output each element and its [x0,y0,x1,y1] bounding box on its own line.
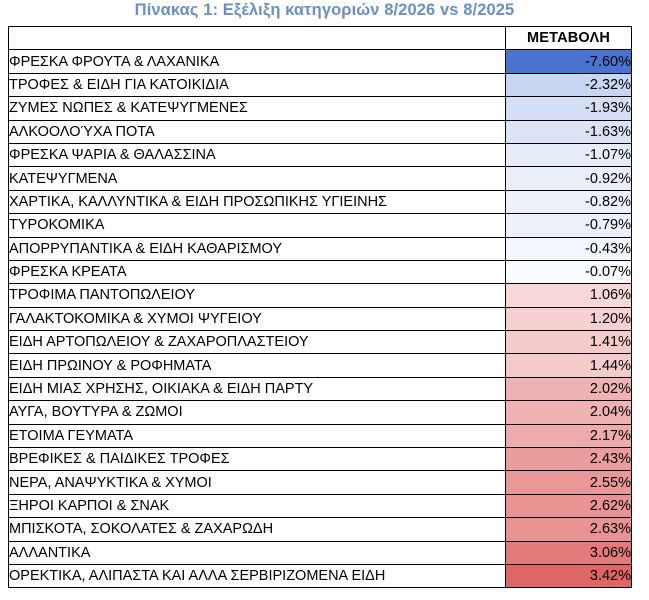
change-value-cell: 2.55% [505,470,632,495]
change-value-cell: 2.43% [505,447,632,472]
category-name-cell: ΑΛΚΟΟΛΟΎΧΑ ΠΟΤΑ [8,119,506,144]
change-value-cell: 2.04% [505,400,632,425]
table-row: ΤΡΟΦΙΜΑ ΠΑΝΤΟΠΩΛΕΙΟΥ 1.06% [8,283,632,308]
table-row: ΚΑΤΕΨΥΓΜΕΝΑ -0.92% [8,166,632,191]
table-row: ΕΙΔΗ ΜΙΑΣ ΧΡΗΣΗΣ, ΟΙΚΙΑΚΑ & ΕΙΔΗ ΠΑΡΤΥ 2.… [8,376,632,402]
table-row: ΕΤΟΙΜΑ ΓΕΥΜΑΤΑ 2.17% [8,423,632,449]
table-row: ΓΑΛΑΚΤΟΚΟΜΙΚΑ & ΧΥΜΟΙ ΨΥΓΕΙΟΥ 1.20% [8,306,632,332]
table-row: ΝΕΡΑ, ΑΝΑΨΥΚΤΙΚΑ & ΧΥΜΟΙ 2.55% [8,470,632,495]
change-value-cell: -1.07% [505,142,632,168]
change-value-cell: -0.79% [505,213,632,238]
change-value-cell: -1.93% [505,96,632,121]
change-value-cell: -0.43% [505,236,632,261]
category-name-cell: ΕΙΔΗ ΑΡΤΟΠΩΛΕΙΟΥ & ΖΑΧΑΡΟΠΛΑΣΤΕΙΟΥ [8,330,506,355]
table-row: ΟΡΕΚΤΙΚΑ, ΑΛΙΠΑΣΤΑ ΚΑΙ ΑΛΛΑ ΣΕΡΒΙΡΙΖΟΜΕΝ… [8,563,632,589]
table-row: ΑΛΛΑΝΤΙΚΑ 3.06% [8,540,632,565]
category-name-cell: ΑΥΓΑ, ΒΟΥΤΥΡΑ & ΖΩΜΟΙ [8,400,506,425]
table-row: ΧΑΡΤΙΚΑ, ΚΑΛΛΥΝΤΙΚΑ & ΕΙΔΗ ΠΡΟΣΩΠΙΚΗΣ ΥΓ… [8,189,632,215]
category-name-cell: ΑΠΟΡΡΥΠΑΝΤΙΚΑ & ΕΙΔΗ ΚΑΘΑΡΙΣΜΟΥ [8,236,506,261]
category-name-cell: ΤΡΟΦΙΜΑ ΠΑΝΤΟΠΩΛΕΙΟΥ [8,283,506,308]
category-name-cell: ΤΥΡΟΚΟΜΙΚΑ [8,213,506,238]
category-name-cell: ΟΡΕΚΤΙΚΑ, ΑΛΙΠΑΣΤΑ ΚΑΙ ΑΛΛΑ ΣΕΡΒΙΡΙΖΟΜΕΝ… [8,563,506,589]
table-row: ΦΡΕΣΚΑ ΦΡΟΥΤΑ & ΛΑΧΑΝΙΚΑ -7.60% [8,49,632,74]
table-row: ΑΥΓΑ, ΒΟΥΤΥΡΑ & ΖΩΜΟΙ 2.04% [8,400,632,425]
category-name-cell: ΒΡΕΦΙΚΕΣ & ΠΑΙΔΙΚΕΣ ΤΡΟΦΕΣ [8,447,506,472]
table-row: ΜΠΙΣΚΟΤΑ, ΣΟΚΟΛΑΤΕΣ & ΖΑΧΑΡΩΔΗ 2.63% [8,517,632,542]
table-row: ΞΗΡΟΙ ΚΑΡΠΟΙ & ΣΝΑΚ 2.62% [8,493,632,519]
change-value-cell: 1.06% [505,283,632,308]
category-name-cell: ΧΑΡΤΙΚΑ, ΚΑΛΛΥΝΤΙΚΑ & ΕΙΔΗ ΠΡΟΣΩΠΙΚΗΣ ΥΓ… [8,189,506,215]
table-row: ΤΥΡΟΚΟΜΙΚΑ -0.79% [8,213,632,238]
category-name-cell: ΓΑΛΑΚΤΟΚΟΜΙΚΑ & ΧΥΜΟΙ ΨΥΓΕΙΟΥ [8,306,506,332]
table-row: ΑΛΚΟΟΛΟΎΧΑ ΠΟΤΑ -1.63% [8,119,632,144]
table-row: ΦΡΕΣΚΑ ΚΡΕΑΤΑ -0.07% [8,259,632,285]
category-name-cell: ΕΙΔΗ ΜΙΑΣ ΧΡΗΣΗΣ, ΟΙΚΙΑΚΑ & ΕΙΔΗ ΠΑΡΤΥ [8,376,506,402]
change-value-cell: 3.06% [505,540,632,565]
table-row: ΖΥΜΕΣ ΝΩΠΕΣ & ΚΑΤΕΨΥΓΜΕΝΕΣ -1.93% [8,96,632,121]
table-row: ΒΡΕΦΙΚΕΣ & ΠΑΙΔΙΚΕΣ ΤΡΟΦΕΣ 2.43% [8,447,632,472]
change-value-cell: 3.42% [505,563,632,589]
category-name-cell: ΞΗΡΟΙ ΚΑΡΠΟΙ & ΣΝΑΚ [8,493,506,519]
category-name-cell: ΦΡΕΣΚΑ ΨΑΡΙΑ & ΘΑΛΑΣΣΙΝΑ [8,142,506,168]
change-value-cell: -2.32% [505,72,632,98]
change-column-header: ΜΕΤΑΒΟΛΗ [505,25,632,51]
change-value-cell: -0.92% [505,166,632,191]
change-value-cell: 2.63% [505,517,632,542]
table-row: ΕΙΔΗ ΠΡΩΙΝΟΥ & ΡΟΦΗΜΑΤΑ 1.44% [8,353,632,378]
change-value-cell: -0.82% [505,189,632,215]
change-value-cell: 2.02% [505,376,632,402]
change-value-cell: -7.60% [505,49,632,74]
change-value-cell: 2.62% [505,493,632,519]
table-row: ΑΠΟΡΡΥΠΑΝΤΙΚΑ & ΕΙΔΗ ΚΑΘΑΡΙΣΜΟΥ -0.43% [8,236,632,261]
table-row: ΕΙΔΗ ΑΡΤΟΠΩΛΕΙΟΥ & ΖΑΧΑΡΟΠΛΑΣΤΕΙΟΥ 1.41% [8,330,632,355]
category-name-cell: ΜΠΙΣΚΟΤΑ, ΣΟΚΟΛΑΤΕΣ & ΖΑΧΑΡΩΔΗ [8,517,506,542]
category-name-cell: ΕΤΟΙΜΑ ΓΕΥΜΑΤΑ [8,423,506,449]
category-change-table: ΜΕΤΑΒΟΛΗ ΦΡΕΣΚΑ ΦΡΟΥΤΑ & ΛΑΧΑΝΙΚΑ -7.60% Τ… [8,25,632,589]
category-name-cell: ΑΛΛΑΝΤΙΚΑ [8,540,506,565]
table-row: ΤΡΟΦΕΣ & ΕΙΔΗ ΓΙΑ ΚΑΤΟΙΚΙΔΙΑ -2.32% [8,72,632,98]
change-value-cell: 1.41% [505,330,632,355]
change-value-cell: 1.20% [505,306,632,332]
change-value-cell: -1.63% [505,119,632,144]
table-header-row: ΜΕΤΑΒΟΛΗ [8,25,632,51]
table-row: ΦΡΕΣΚΑ ΨΑΡΙΑ & ΘΑΛΑΣΣΙΝΑ -1.07% [8,142,632,168]
category-name-cell: ΦΡΕΣΚΑ ΚΡΕΑΤΑ [8,259,506,285]
table-caption: Πίνακας 1: Εξέλιξη κατηγοριών 8/2026 vs … [134,1,515,19]
table-body: ΦΡΕΣΚΑ ΦΡΟΥΤΑ & ΛΑΧΑΝΙΚΑ -7.60% ΤΡΟΦΕΣ & Ε… [8,49,632,589]
category-name-cell: ΖΥΜΕΣ ΝΩΠΕΣ & ΚΑΤΕΨΥΓΜΕΝΕΣ [8,96,506,121]
change-value-cell: 2.17% [505,423,632,449]
category-name-cell: ΦΡΕΣΚΑ ΦΡΟΥΤΑ & ΛΑΧΑΝΙΚΑ [8,49,506,74]
change-value-cell: -0.07% [505,259,632,285]
category-name-cell: ΕΙΔΗ ΠΡΩΙΝΟΥ & ΡΟΦΗΜΑΤΑ [8,353,506,378]
header-blank-cell [8,25,506,51]
category-name-cell: ΤΡΟΦΕΣ & ΕΙΔΗ ΓΙΑ ΚΑΤΟΙΚΙΔΙΑ [8,72,506,98]
category-name-cell: ΚΑΤΕΨΥΓΜΕΝΑ [8,166,506,191]
category-name-cell: ΝΕΡΑ, ΑΝΑΨΥΚΤΙΚΑ & ΧΥΜΟΙ [8,470,506,495]
change-value-cell: 1.44% [505,353,632,378]
